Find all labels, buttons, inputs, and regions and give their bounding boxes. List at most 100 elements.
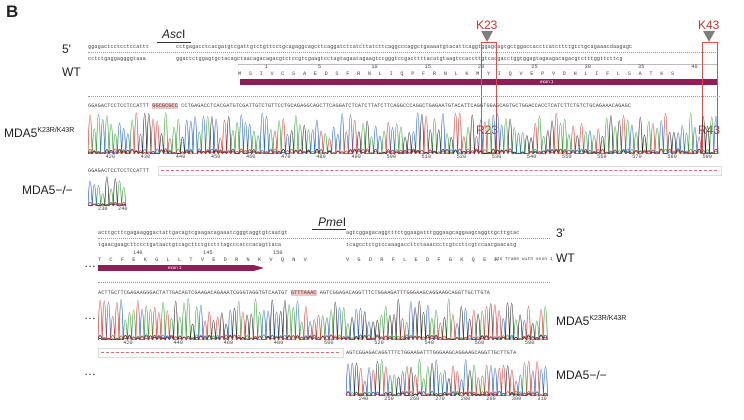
k23-label: K23: [476, 18, 498, 32]
top-mda5-mut-base: MDA5: [4, 126, 38, 140]
top-exon-label: exon 1: [540, 79, 554, 84]
ruler-tick-label: 520: [374, 340, 384, 346]
ruler-tick-label: 310: [537, 396, 547, 402]
ruler-tick-label: 420: [123, 340, 133, 346]
ruler-tick-label: 510: [421, 154, 432, 160]
top-mut-chromatogram: [88, 112, 719, 154]
ruler-tick-label: 150: [273, 250, 283, 256]
bottom-wt-seq-c: tgaacgaagcttccctgataactgtcagcttctgtcttta…: [98, 242, 282, 248]
bottom-ko-seq: AGTCGGAGACAGGTTTCTGGAAGATTTGGGAAGCAGGAAG…: [346, 350, 517, 356]
top-mut-seq-b: CCTGAGACCTCACGATGTCGATTGTCTGTTCCTGCAGAGG…: [181, 103, 632, 109]
bottom-protein-ruler: 140 145 150: [98, 250, 308, 256]
asci-name: Asc: [162, 27, 183, 41]
ruler-tick-label: 460: [246, 154, 256, 160]
top-wt-seq-d: ggactctggagtgctacagctaacagacagacgtctccgt…: [176, 56, 623, 62]
trace-channel-3: [88, 112, 719, 154]
ruler-tick-label: 500: [324, 340, 334, 346]
bottom-mut-chromatogram: [98, 298, 548, 340]
ruler-tick-label: 290: [486, 396, 496, 402]
top-mda5-ko-label: MDA5−/−: [22, 183, 73, 197]
trace-channel-1: [88, 181, 126, 206]
ruler-tick-label: 470: [281, 154, 291, 160]
bottom-mut-seq-b: AGTCGGAGACAGGTTTCTGGAAGATTTGGGAAGCAGGAAG…: [319, 290, 491, 296]
ruler-tick-label: 450: [210, 154, 221, 160]
ruler-tick-label: 500: [386, 154, 397, 160]
ruler-tick-label: 420: [105, 154, 116, 160]
top-mda5-mut-label: MDA5K23R/K43R: [4, 126, 74, 140]
top-mut-ruler: [88, 96, 720, 98]
five-prime-label: 5': [62, 42, 71, 56]
ruler-tick-label: 490: [351, 154, 361, 160]
ruler-tick-label: 560: [597, 154, 607, 160]
bottom-mut-ruler: [98, 282, 550, 284]
top-wt-seq-c: cctctgaggaggggtaaa: [88, 56, 146, 62]
top-wt-label: WT: [62, 65, 81, 79]
bottom-wt-label: WT: [556, 251, 575, 265]
panel-label: B: [6, 2, 19, 21]
bottom-protein-seq-a: T C F E K G L L T V E D R N K V Q N V: [98, 257, 308, 263]
ruler-tick-label: 260: [409, 396, 420, 402]
bottom-exon-label: exon 1: [168, 265, 182, 270]
top-exon-bar: exon 1: [240, 79, 718, 85]
top-codon-ruler-line: [238, 64, 718, 65]
k23-marker-icon: [481, 31, 493, 42]
bottom-mut-ellipsis: …: [84, 308, 97, 322]
top-ko-deletion-track: [158, 166, 722, 176]
ruler-tick-label: 230: [98, 206, 108, 212]
bottom-ko-deletion-line: [101, 352, 339, 354]
top-ko-seq: GGAGACTCCTCCTCCATTT: [88, 168, 150, 174]
three-prime-label: 3': [556, 226, 565, 240]
ruler-tick-label: 5: [318, 64, 322, 70]
ruler-tick-label: 540: [424, 340, 435, 346]
bottom-wt-seq-b: agtcggagacaggtttctggaagatttgggaagcaggaag…: [346, 230, 520, 236]
ruler-tick-label: 35: [638, 64, 645, 70]
ruler-tick-label: 580: [524, 340, 535, 346]
bottom-wt-seq-d: tcagcctctgtccaaagaccttctaaaccctcgtccttcg…: [346, 242, 517, 248]
ruler-tick-label: 590: [702, 154, 713, 160]
ruler-tick-label: 550: [562, 154, 572, 160]
bottom-mda5-mut-base: MDA5: [556, 314, 590, 328]
top-mut-trace-ruler: 420 430 440 450 460 470 480 490 500 510 520 530 540 5…: [88, 154, 720, 160]
ruler-tick-label: 540: [526, 154, 537, 160]
bottom-protein-seq-b: V G D R F L E D F G K Q E A G L L V: [346, 257, 506, 263]
ruler-tick-label: 240: [358, 396, 369, 402]
top-ko-trace-ruler: 230 240: [88, 206, 128, 212]
asci-enzyme-label: AscI: [162, 27, 185, 41]
ruler-tick-label: 460: [223, 340, 234, 346]
ruler-tick-label: 480: [273, 340, 284, 346]
bottom-wt-seq-a: acttgcttcgagaagggactattgacagtcgaagacagaa…: [98, 230, 288, 236]
ruler-tick-label: 145: [203, 250, 213, 256]
ruler-tick-label: 250: [384, 396, 394, 402]
bottom-wt-ruler: [98, 238, 550, 240]
bottom-mda5-mut-label: MDA5K23R/K43R: [556, 314, 626, 328]
ruler-tick-label: 240: [118, 206, 128, 212]
pmei-suffix: I: [342, 215, 347, 229]
bottom-wt-ellipsis: …: [84, 256, 97, 270]
trace-channel-0: [88, 112, 719, 154]
bottom-mut-seq-row: ACTTGCTTCGAGAAGGGACTATTGACAGTCGAAGACAGAA…: [98, 290, 550, 296]
ruler-tick-label: 480: [316, 154, 326, 160]
bottom-mda5-ko-label: MDA5−/−: [556, 368, 607, 382]
ruler-tick-label: 40: [691, 64, 698, 70]
ruler-tick-label: 10: [371, 64, 378, 70]
ruler-tick-label: 580: [667, 154, 677, 160]
ruler-tick-label: 530: [491, 154, 502, 160]
bottom-exon-arrow-icon: [254, 265, 264, 271]
top-mut-seq-row: GGAGACTCCTCCTCCATTT GGCGCGCC CCTGAGACCTC…: [88, 103, 720, 109]
ruler-tick-label: 30: [584, 64, 592, 70]
ruler-tick-label: 440: [175, 154, 186, 160]
top-mut-seq-a: GGAGACTCCTCCTCCATTT: [88, 103, 150, 109]
ruler-tick-label: 430: [140, 154, 151, 160]
top-wt-ruler: [88, 52, 718, 54]
top-wt-seq-b: cctgagacctcacgatgtcgattgtctgttcctgcagagg…: [176, 44, 633, 50]
top-mda5-mut-sup: K23R/K43R: [37, 127, 75, 134]
trace-channel-0: [88, 180, 127, 206]
top-wt-seq-a: ggagactcctcctccattt: [88, 44, 150, 50]
top-wt-sequence-block: ggagactcctcctccattt cctgagacctcacgatgtcg…: [88, 44, 720, 88]
bottom-mda5-mut-sup: K23R/K43R: [589, 315, 627, 322]
pmei-inserted-site: GTTTAAAC: [290, 290, 317, 296]
top-ko-chromatogram: [88, 176, 127, 206]
in-frame-note: (In frame with exon 1): [494, 257, 554, 262]
bottom-ko-ellipsis: …: [84, 364, 97, 378]
k23-highlight-box: [481, 42, 497, 154]
